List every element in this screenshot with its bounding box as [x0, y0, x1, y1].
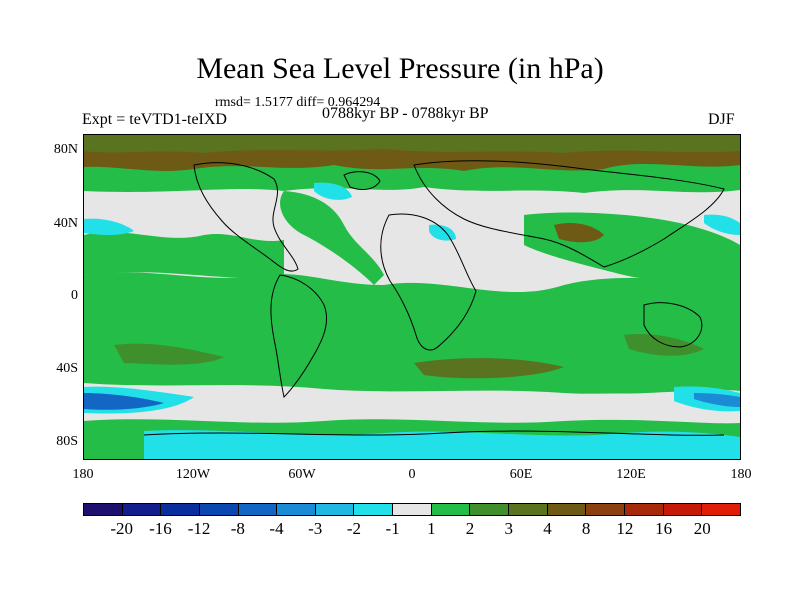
colorbar-swatch: [315, 504, 355, 515]
southwest-pacific-blue: [84, 393, 164, 410]
south-pacific-olive: [114, 343, 224, 365]
colorbar-swatch: [199, 504, 239, 515]
colorbar: [83, 503, 741, 516]
colorbar-label: 20: [693, 519, 711, 538]
lon-label: 180: [730, 467, 752, 482]
southern-green-band: [84, 325, 740, 399]
colorbar-swatch: [393, 504, 432, 515]
colorbar-label: 4: [543, 519, 552, 538]
lat-label: 40S: [56, 361, 78, 376]
colorbar-label: 8: [581, 519, 591, 538]
north-atlantic-cyan: [314, 182, 352, 200]
colorbar-swatch: [161, 504, 200, 515]
pressure-anomaly-map: [83, 134, 741, 460]
colorbar-label: -2: [346, 519, 362, 538]
experiment-label: Expt = teVTD1-teIXD: [82, 111, 227, 128]
lon-label: 120E: [616, 467, 646, 482]
map-canvas: [84, 135, 740, 459]
colorbar-swatch: [663, 504, 703, 515]
colorbar-label: 1: [427, 519, 436, 538]
north-pacific-green: [84, 232, 284, 278]
colorbar-swatch: [238, 504, 278, 515]
lon-label: 60W: [288, 467, 316, 482]
antarctic-cyan: [144, 430, 740, 459]
colorbar-swatch: [84, 504, 123, 515]
colorbar-label: 12: [616, 519, 634, 538]
northeast-pacific-cyan: [704, 214, 740, 235]
lat-label: 80N: [53, 142, 78, 157]
period-label: 0788kyr BP - 0788kyr BP: [322, 105, 489, 122]
colorbar-label: -20: [110, 519, 134, 538]
colorbar-label: -8: [230, 519, 245, 538]
southern-neutral-band: [84, 383, 740, 427]
lon-label: 0: [408, 467, 416, 482]
north-pacific-cyan: [84, 218, 134, 235]
colorbar-swatch: [509, 504, 548, 515]
lat-label: 40N: [53, 216, 78, 231]
colorbar-label: 16: [655, 519, 673, 538]
colorbar-label: -4: [269, 519, 284, 538]
colorbar-swatch: [624, 504, 664, 515]
colorbar-swatch: [431, 504, 471, 515]
colorbar-swatch: [122, 504, 162, 515]
colorbar-swatch: [470, 504, 510, 515]
colorbar-label: 2: [465, 519, 475, 538]
colorbar-swatch: [547, 504, 587, 515]
colorbar-swatch: [354, 504, 394, 515]
colorbar-label: -3: [308, 519, 323, 538]
lat-label: 0: [71, 288, 78, 303]
lat-label: 80S: [56, 434, 78, 449]
rmsd-diff-stats: rmsd= 1.5177 diff= 0.964294: [215, 95, 381, 110]
colorbar-label: 3: [504, 519, 514, 538]
season-label: DJF: [708, 111, 735, 128]
lon-label: 120W: [175, 467, 211, 482]
south-indian-olive: [624, 333, 704, 356]
colorbar-label: -12: [187, 519, 211, 538]
coastlines: [143, 160, 725, 436]
south-atlantic-olive: [414, 358, 564, 379]
arctic-olive-band: [84, 135, 740, 153]
tibet-brown: [554, 223, 604, 243]
lon-label: 180: [72, 467, 94, 482]
colorbar-swatch: [586, 504, 625, 515]
southeast-pacific-blue: [694, 393, 740, 407]
colorbar-swatch: [702, 504, 740, 515]
colorbar-label: -1: [385, 519, 400, 538]
map-title: Mean Sea Level Pressure (in hPa): [196, 52, 604, 85]
colorbar-label: -16: [149, 519, 172, 538]
colorbar-swatch: [277, 504, 316, 515]
tropical-green-belt: [84, 272, 740, 343]
north-atlantic-green: [280, 191, 384, 285]
lon-label: 60E: [509, 467, 533, 482]
